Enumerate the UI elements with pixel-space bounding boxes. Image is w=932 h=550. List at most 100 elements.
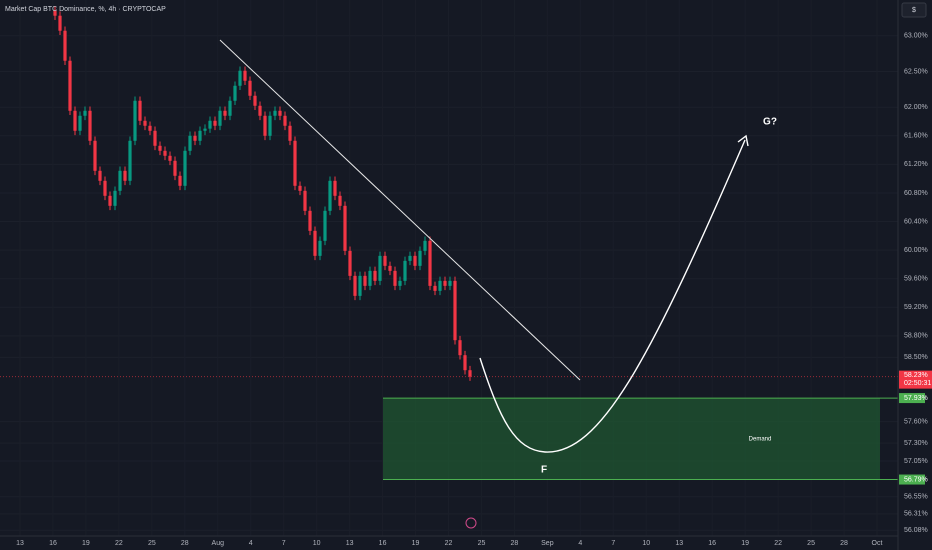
x-tick-label: 22 — [774, 540, 782, 547]
candle-body — [328, 180, 332, 211]
candle-body — [78, 115, 82, 131]
candle-body — [148, 125, 152, 131]
x-tick-label: 4 — [249, 540, 253, 547]
candle-body — [408, 255, 412, 261]
currency-button[interactable] — [901, 2, 927, 18]
projection-path — [479, 139, 746, 453]
candle-body — [98, 170, 102, 181]
currency-label: $ — [912, 7, 916, 14]
y-tick-label: 57.05% — [904, 458, 928, 465]
x-tick-label: 7 — [282, 540, 286, 547]
x-tick-label: 13 — [16, 540, 24, 547]
x-tick-label: 19 — [412, 540, 420, 547]
x-tick-label: 13 — [675, 540, 683, 547]
candle-body — [118, 170, 122, 191]
x-tick-label: 28 — [181, 540, 189, 547]
candle-body — [73, 110, 77, 131]
candle-body — [188, 135, 192, 151]
candle-body — [338, 195, 342, 206]
candle-body — [113, 190, 117, 206]
candle-body — [198, 130, 202, 141]
x-tick-label: 25 — [807, 540, 815, 547]
candle-body — [313, 230, 317, 256]
candle-body — [468, 370, 472, 377]
last-price-label: 58.23% — [904, 372, 928, 379]
candle-body — [243, 70, 247, 81]
y-tick-label: 60.80% — [904, 190, 928, 197]
candle-body — [108, 195, 112, 206]
y-tick-label: 60.40% — [904, 218, 928, 225]
candle-body — [428, 240, 432, 286]
x-tick-label: 22 — [115, 540, 123, 547]
candle-body — [203, 128, 207, 131]
annotation-f: F — [541, 465, 547, 476]
x-tick-label: 4 — [578, 540, 582, 547]
candle-body — [158, 145, 162, 151]
candle-body — [163, 150, 167, 156]
candle-body — [268, 115, 272, 136]
x-tick-label: 28 — [511, 540, 519, 547]
y-tick-label: 56.31% — [904, 511, 928, 518]
zone-label: Demand — [749, 436, 772, 442]
candle-body — [433, 285, 437, 291]
x-tick-label: Aug — [212, 540, 225, 547]
candle-body — [448, 280, 452, 286]
candle-body — [83, 110, 87, 116]
zone-price-box — [899, 393, 925, 404]
candle-body — [233, 85, 237, 101]
candle-body — [318, 240, 322, 256]
y-tick-label: 59.60% — [904, 276, 928, 283]
candle-body — [343, 205, 347, 251]
candle-body — [373, 270, 377, 281]
candle-body — [58, 15, 62, 31]
y-tick-label: 56.55% — [904, 494, 928, 501]
last-price-box — [899, 370, 932, 389]
chart-title: Market Cap BTC Dominance, %, 4h · CRYPTO… — [5, 6, 166, 13]
candle-body — [278, 110, 282, 116]
trend-line — [219, 39, 581, 381]
x-tick-label: Oct — [872, 540, 883, 547]
zone-price-box — [899, 474, 925, 485]
candle-body — [383, 255, 387, 266]
x-tick-label: 25 — [148, 540, 156, 547]
candle-body — [398, 280, 402, 286]
candle-body — [368, 270, 372, 286]
countdown-label: 02:50:31 — [904, 380, 931, 387]
y-tick-label: 57.30% — [904, 440, 928, 447]
candle-body — [183, 150, 187, 186]
candle-body — [238, 70, 242, 86]
x-tick-label: 28 — [840, 540, 848, 547]
demand-zone: Demand — [383, 397, 898, 481]
candle-body — [123, 170, 127, 181]
candle-body — [103, 180, 107, 196]
candle-body — [443, 280, 447, 286]
event-icon[interactable] — [465, 517, 477, 529]
x-tick-label: 10 — [642, 540, 650, 547]
candle-body — [53, 10, 57, 16]
y-tick-label: 63.00% — [904, 33, 928, 40]
candle-body — [348, 250, 352, 276]
candle-body — [363, 275, 367, 286]
candle-body — [333, 180, 337, 196]
candle-body — [223, 110, 227, 116]
x-tick-label: 10 — [313, 540, 321, 547]
y-tick-label: 61.20% — [904, 161, 928, 168]
x-tick-label: 22 — [445, 540, 453, 547]
x-tick-label: 7 — [611, 540, 615, 547]
candle-body — [453, 280, 457, 341]
candle-body — [228, 100, 232, 116]
candle-body — [413, 255, 417, 266]
candle-body — [143, 120, 147, 126]
candle-body — [463, 355, 467, 371]
candle-body — [168, 155, 172, 161]
candle-body — [288, 125, 292, 141]
candle-body — [308, 210, 312, 231]
candle-body — [208, 120, 212, 129]
candle-body — [213, 120, 217, 126]
zone-price-label: 57.93% — [904, 395, 928, 402]
x-tick-label: 13 — [346, 540, 354, 547]
candle-body — [298, 185, 302, 191]
annotation-g: G? — [763, 117, 777, 128]
candle-body — [273, 110, 277, 116]
